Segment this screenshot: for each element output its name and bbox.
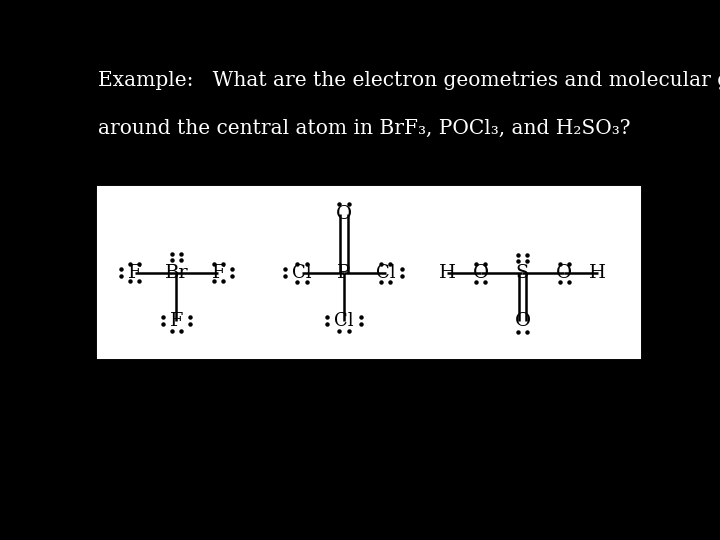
Text: Br: Br (165, 264, 189, 282)
Text: Cl: Cl (376, 264, 395, 282)
Text: P: P (337, 264, 351, 282)
Text: F: F (128, 264, 141, 282)
Text: O: O (472, 264, 489, 282)
Text: O: O (336, 206, 352, 224)
Bar (98, 187, 640, 358)
Text: H: H (438, 264, 456, 282)
Text: around the central atom in BrF₃, POCl₃, and H₂SO₃?: around the central atom in BrF₃, POCl₃, … (98, 119, 630, 138)
Text: F: F (170, 312, 183, 329)
Text: O: O (557, 264, 572, 282)
Text: Cl: Cl (334, 312, 354, 329)
Text: Cl: Cl (292, 264, 312, 282)
Text: F: F (212, 264, 225, 282)
Text: O: O (514, 312, 531, 329)
Text: S: S (516, 264, 529, 282)
Text: H: H (589, 264, 606, 282)
Text: Example:   What are the electron geometries and molecular geometries: Example: What are the electron geometrie… (98, 71, 720, 90)
